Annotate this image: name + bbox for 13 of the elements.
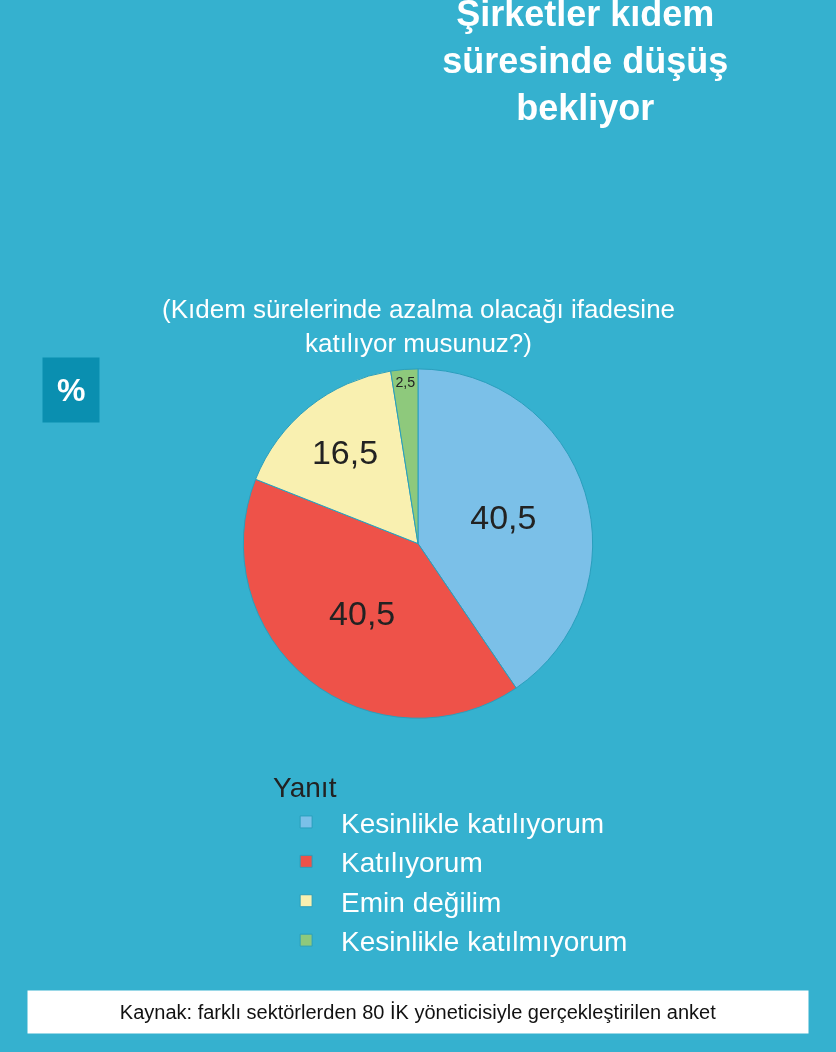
data-label: 40,5 (470, 498, 537, 537)
chart-subtitle: (Kıdem sürelerinde azalma olacağı ifadesine katılıyor musunuz?) (162, 294, 676, 358)
legend-title: Yanıt (273, 772, 337, 804)
data-label: 2,5 (395, 374, 416, 391)
chart-title: Şirketler kıdem süresinde düşüş bekliyor (442, 0, 729, 128)
text: % (57, 372, 86, 408)
text: Kaynak: farklı sektörlerden 80 İK yöneticisiyle gerçekleştirilen anket (119, 1001, 717, 1023)
data-label: 16,5 (311, 433, 379, 472)
legend-label: Katılıyorum (341, 847, 483, 879)
data-label: 40,5 (329, 594, 396, 633)
legend-label: Kesinlikle katılmıyorum (341, 926, 628, 958)
legend-label: Emin değilim (341, 886, 502, 918)
legend-label: Kesinlikle katılıyorum (341, 807, 605, 839)
